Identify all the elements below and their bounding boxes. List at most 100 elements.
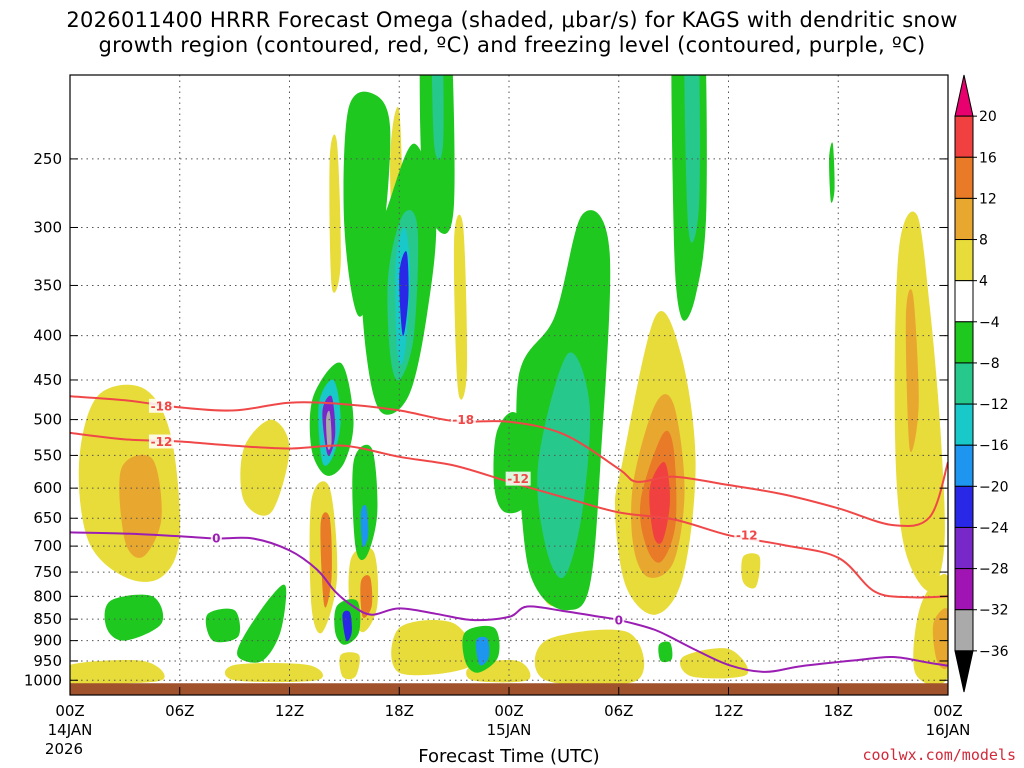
- omega-region-11: [649, 462, 671, 544]
- y-tick-label-8: 650: [33, 509, 62, 527]
- y-tick-label-4: 450: [33, 371, 62, 389]
- omega-region-53: [658, 641, 673, 663]
- y-tick-label-13: 900: [33, 632, 62, 650]
- plot-frame: [69, 74, 949, 696]
- contour-label-bg-0-0: [148, 398, 174, 413]
- y-tick-label-11: 800: [33, 587, 62, 605]
- colorbar-label-9: −20: [979, 479, 1009, 495]
- omega-region-25: [329, 134, 341, 293]
- y-axis-ticks: 250 300 350 400 450 500 550 600 650 700 750 800 850 9…: [24, 150, 948, 689]
- contour-label-1-2: -12: [736, 529, 758, 543]
- title-line-1: 2026011400 HRRR Forecast Omega (shaded, …: [66, 8, 958, 32]
- contour-line-1: [70, 431, 948, 599]
- x-tick-label-4: 00Z: [494, 702, 523, 720]
- y-tick-label-14: 950: [33, 652, 62, 670]
- title-line-2: growth region (contoured, red, ºC) and f…: [98, 33, 926, 57]
- colorbar-label-5: −4: [979, 315, 1000, 331]
- y-tick-label-9: 700: [33, 537, 62, 555]
- colorbar-swatch-5: [954, 280, 974, 323]
- colorbar-label-4: 4: [979, 274, 988, 290]
- y-tick-label-3: 400: [33, 327, 62, 345]
- contour-label-bg-1-0: [148, 434, 174, 449]
- x-tick-year-0: 2026: [45, 740, 83, 758]
- colorbar-label-6: −8: [979, 356, 1000, 372]
- omega-region-39: [205, 608, 241, 643]
- colorbar-swatch-10: [954, 485, 974, 528]
- omega-region-42: [342, 610, 352, 642]
- x-axis-label: Forecast Time (UTC): [418, 746, 599, 767]
- omega-region-12: [894, 211, 945, 592]
- x-tick-label-1: 06Z: [165, 702, 194, 720]
- colorbar-label-0: 20: [979, 109, 997, 125]
- omega-region-31: [343, 91, 391, 317]
- contour-label-bg-2-0: [210, 530, 222, 545]
- omega-region-38: [104, 594, 164, 641]
- credit-text: coolwx.com/models: [862, 746, 1016, 764]
- x-tick-label-6: 12Z: [714, 702, 743, 720]
- contour-label-2-0: 0: [212, 531, 220, 545]
- colorbar: 20 16 12 8 4 −4 −8 −12 −16 −20 −24 −28 −32 −36: [954, 74, 1009, 693]
- y-tick-label-12: 850: [33, 610, 62, 628]
- contour-label-bg-2-1: [613, 613, 625, 628]
- y-tick-label-6: 550: [33, 446, 62, 464]
- colorbar-swatch-9: [954, 444, 974, 487]
- colorbar-swatch-1: [954, 115, 974, 158]
- omega-region-15: [932, 608, 948, 670]
- x-tick-label-7: 18Z: [824, 702, 853, 720]
- x-tick-label-8: 00Z: [933, 702, 962, 720]
- omega-region-6: [360, 575, 373, 618]
- omega-region-18: [70, 660, 165, 686]
- omega-region-13: [905, 289, 919, 453]
- omega-region-35: [326, 410, 332, 450]
- colorbar-top-arrow: [954, 74, 974, 117]
- contour-label-bg-0-1: [450, 412, 476, 427]
- omega-region-17: [339, 652, 360, 680]
- x-tick-date-4: 15JAN: [487, 721, 532, 739]
- contour-label-0-1: -18: [452, 413, 474, 427]
- contour-label-1-1: -12: [507, 472, 529, 486]
- omega-region-44: [431, 75, 444, 160]
- omega-region-36: [352, 444, 378, 560]
- contour-label-1-0: -12: [151, 435, 173, 449]
- y-tick-label-1: 300: [33, 218, 62, 236]
- grid-lines: [70, 75, 948, 695]
- colorbar-swatch-2: [954, 156, 974, 199]
- colorbar-label-2: 12: [979, 191, 997, 207]
- omega-region-19: [224, 662, 324, 683]
- contour-labels: -18 -18 -12 -12 -12 0 0: [148, 398, 760, 628]
- contour-line-2: [70, 531, 948, 673]
- colorbar-label-13: −36: [979, 644, 1009, 660]
- colorbar-label-3: 8: [979, 233, 988, 249]
- colorbar-swatch-7: [954, 362, 974, 405]
- colorbar-label-1: 16: [979, 150, 997, 166]
- colorbar-bottom-arrow: [954, 650, 974, 693]
- colorbar-label-10: −24: [979, 520, 1009, 536]
- colorbar-swatch-8: [954, 403, 974, 446]
- y-tick-label-2: 350: [33, 276, 62, 294]
- colorbar-swatch-3: [954, 197, 974, 241]
- colorbar-swatch-12: [954, 568, 974, 611]
- omega-shading: [70, 75, 948, 686]
- colorbar-label-7: −12: [979, 397, 1009, 413]
- colorbar-label-11: −28: [979, 562, 1009, 578]
- contour-label-bg-1-2: [734, 528, 760, 543]
- omega-region-1: [119, 454, 162, 558]
- colorbar-swatch-4: [954, 239, 974, 282]
- omega-region-22: [534, 629, 645, 686]
- contour-line-0: [70, 395, 948, 527]
- y-tick-label-7: 600: [33, 479, 62, 497]
- x-tick-label-3: 18Z: [385, 702, 414, 720]
- y-tick-label-0: 250: [33, 150, 62, 168]
- omega-region-40: [237, 584, 287, 663]
- contour-lines: [70, 395, 948, 673]
- x-tick-date-0: 14JAN: [48, 721, 93, 739]
- omega-region-16: [741, 553, 761, 589]
- colorbar-swatch-11: [954, 526, 974, 570]
- omega-region-37: [360, 504, 369, 548]
- x-tick-label-5: 06Z: [604, 702, 633, 720]
- omega-region-30: [399, 251, 409, 336]
- x-tick-date-8: 16JAN: [926, 721, 971, 739]
- y-tick-label-15: 1000: [24, 671, 62, 689]
- omega-region-47: [537, 352, 591, 579]
